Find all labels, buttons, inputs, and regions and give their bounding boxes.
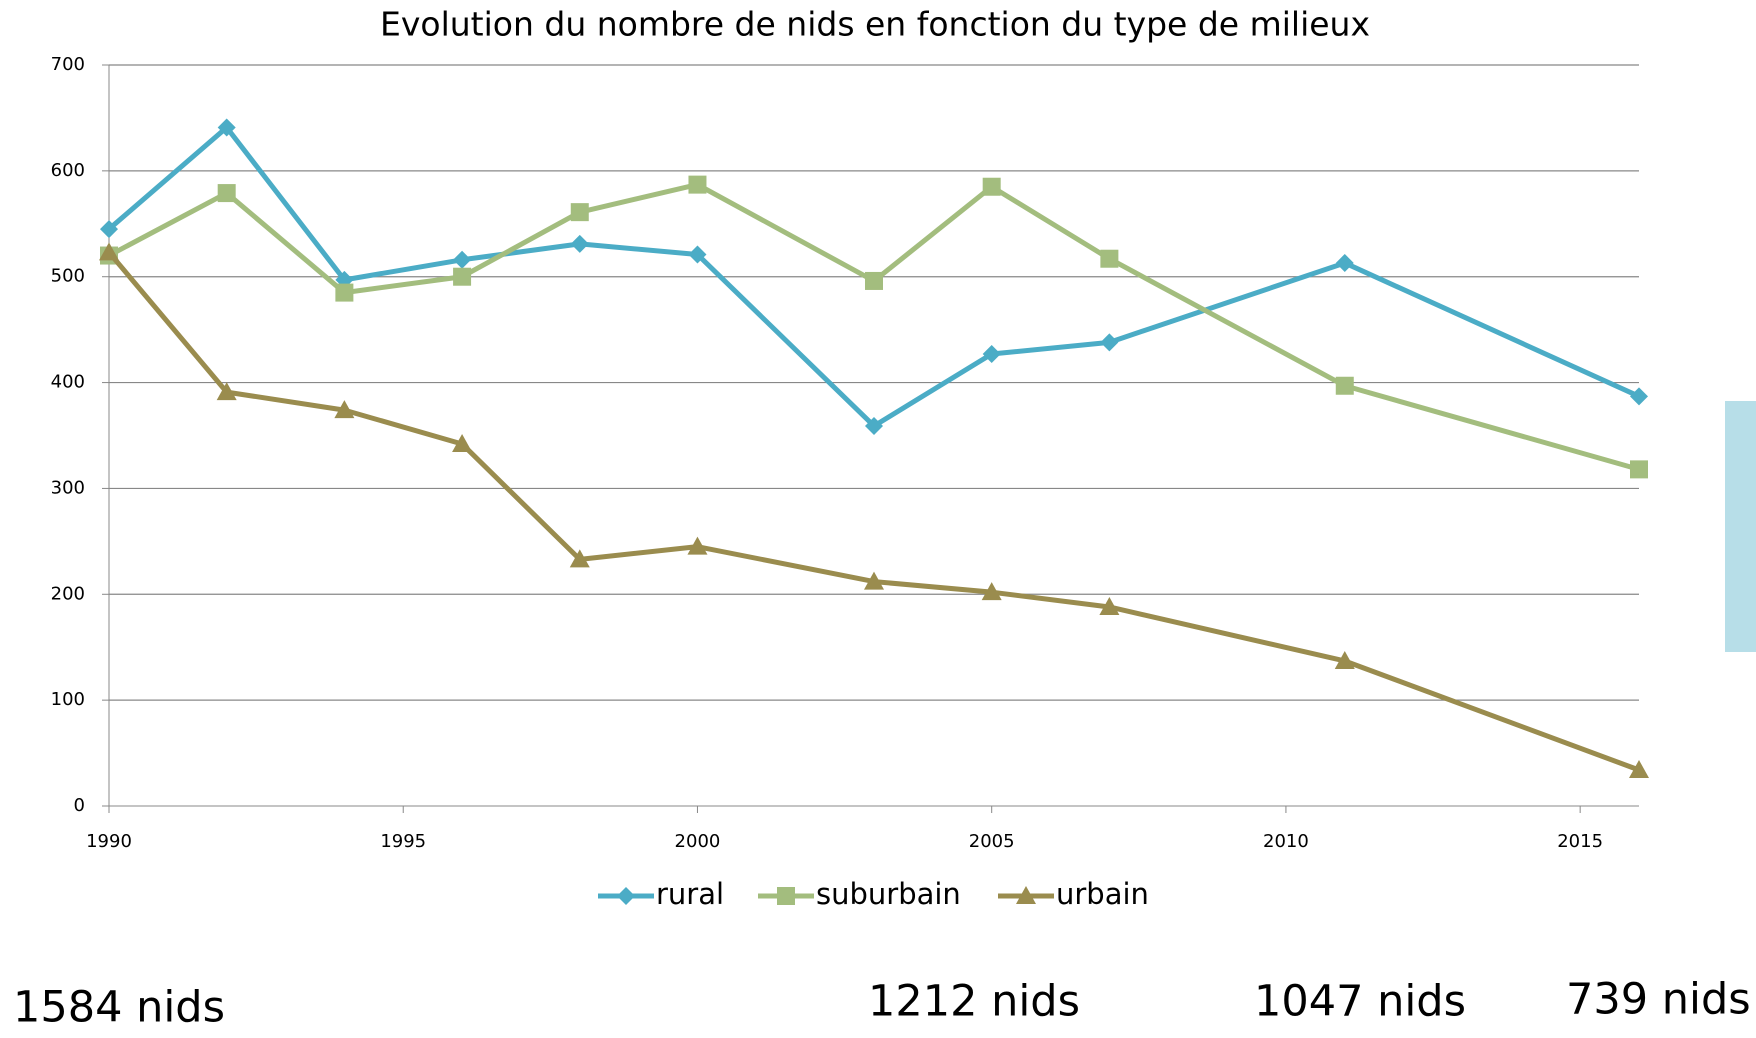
y-tick-label: 400 <box>51 372 85 393</box>
data-point <box>335 283 354 302</box>
data-point <box>453 250 472 269</box>
y-tick-label: 500 <box>51 266 85 287</box>
data-point <box>217 118 236 137</box>
data-point <box>688 175 707 194</box>
annotation: 1212 nids <box>868 977 1080 1027</box>
data-point <box>982 177 1001 196</box>
data-point <box>1335 376 1354 395</box>
data-point <box>570 234 589 253</box>
annotation: 1047 nids <box>1254 977 1466 1027</box>
x-tick-label: 2015 <box>1557 831 1603 852</box>
data-point <box>982 344 1001 363</box>
data-point <box>100 220 118 239</box>
data-point <box>217 184 236 203</box>
side-box <box>1725 401 1756 652</box>
series-line <box>107 250 1640 773</box>
data-point <box>1099 596 1120 615</box>
legend-marker <box>777 887 795 905</box>
y-tick-label: 100 <box>51 689 85 710</box>
x-tick-label: 1995 <box>380 831 426 852</box>
data-point <box>453 267 472 286</box>
chart-title: Evolution du nombre de nids en fonction … <box>380 5 1370 44</box>
data-point <box>1100 333 1119 352</box>
legend-marker <box>617 887 635 905</box>
legend-label: urbain <box>1056 877 1149 911</box>
data-point <box>865 271 883 290</box>
data-point <box>570 203 589 222</box>
annotation: 739 nids <box>1566 975 1751 1025</box>
data-point <box>452 433 473 452</box>
data-point <box>99 242 119 261</box>
data-point <box>687 536 708 555</box>
data-point <box>569 549 590 568</box>
legend-marker <box>1016 886 1036 904</box>
y-tick-label: 600 <box>51 160 85 181</box>
y-tick-label: 200 <box>51 583 85 604</box>
data-point <box>1335 253 1354 272</box>
data-point <box>1100 249 1119 268</box>
x-tick-label: 2000 <box>675 831 721 852</box>
x-tick-label: 1990 <box>86 831 132 852</box>
data-point <box>1629 760 1649 779</box>
data-point <box>334 400 355 419</box>
legend-label: suburbain <box>816 877 961 911</box>
data-point <box>1630 387 1648 406</box>
data-point <box>1630 460 1648 479</box>
data-point <box>216 382 237 401</box>
x-tick-label: 2005 <box>969 831 1015 852</box>
legend-label: rural <box>656 877 724 911</box>
y-tick-label: 0 <box>74 795 85 816</box>
y-tick-label: 700 <box>51 54 85 75</box>
data-point <box>865 416 883 435</box>
annotation: 1584 nids <box>13 983 225 1033</box>
y-tick-label: 300 <box>51 477 85 498</box>
data-point <box>688 245 707 264</box>
data-point <box>981 582 1002 601</box>
x-tick-label: 2010 <box>1263 831 1309 852</box>
data-point <box>1334 650 1355 669</box>
data-point <box>864 571 884 590</box>
